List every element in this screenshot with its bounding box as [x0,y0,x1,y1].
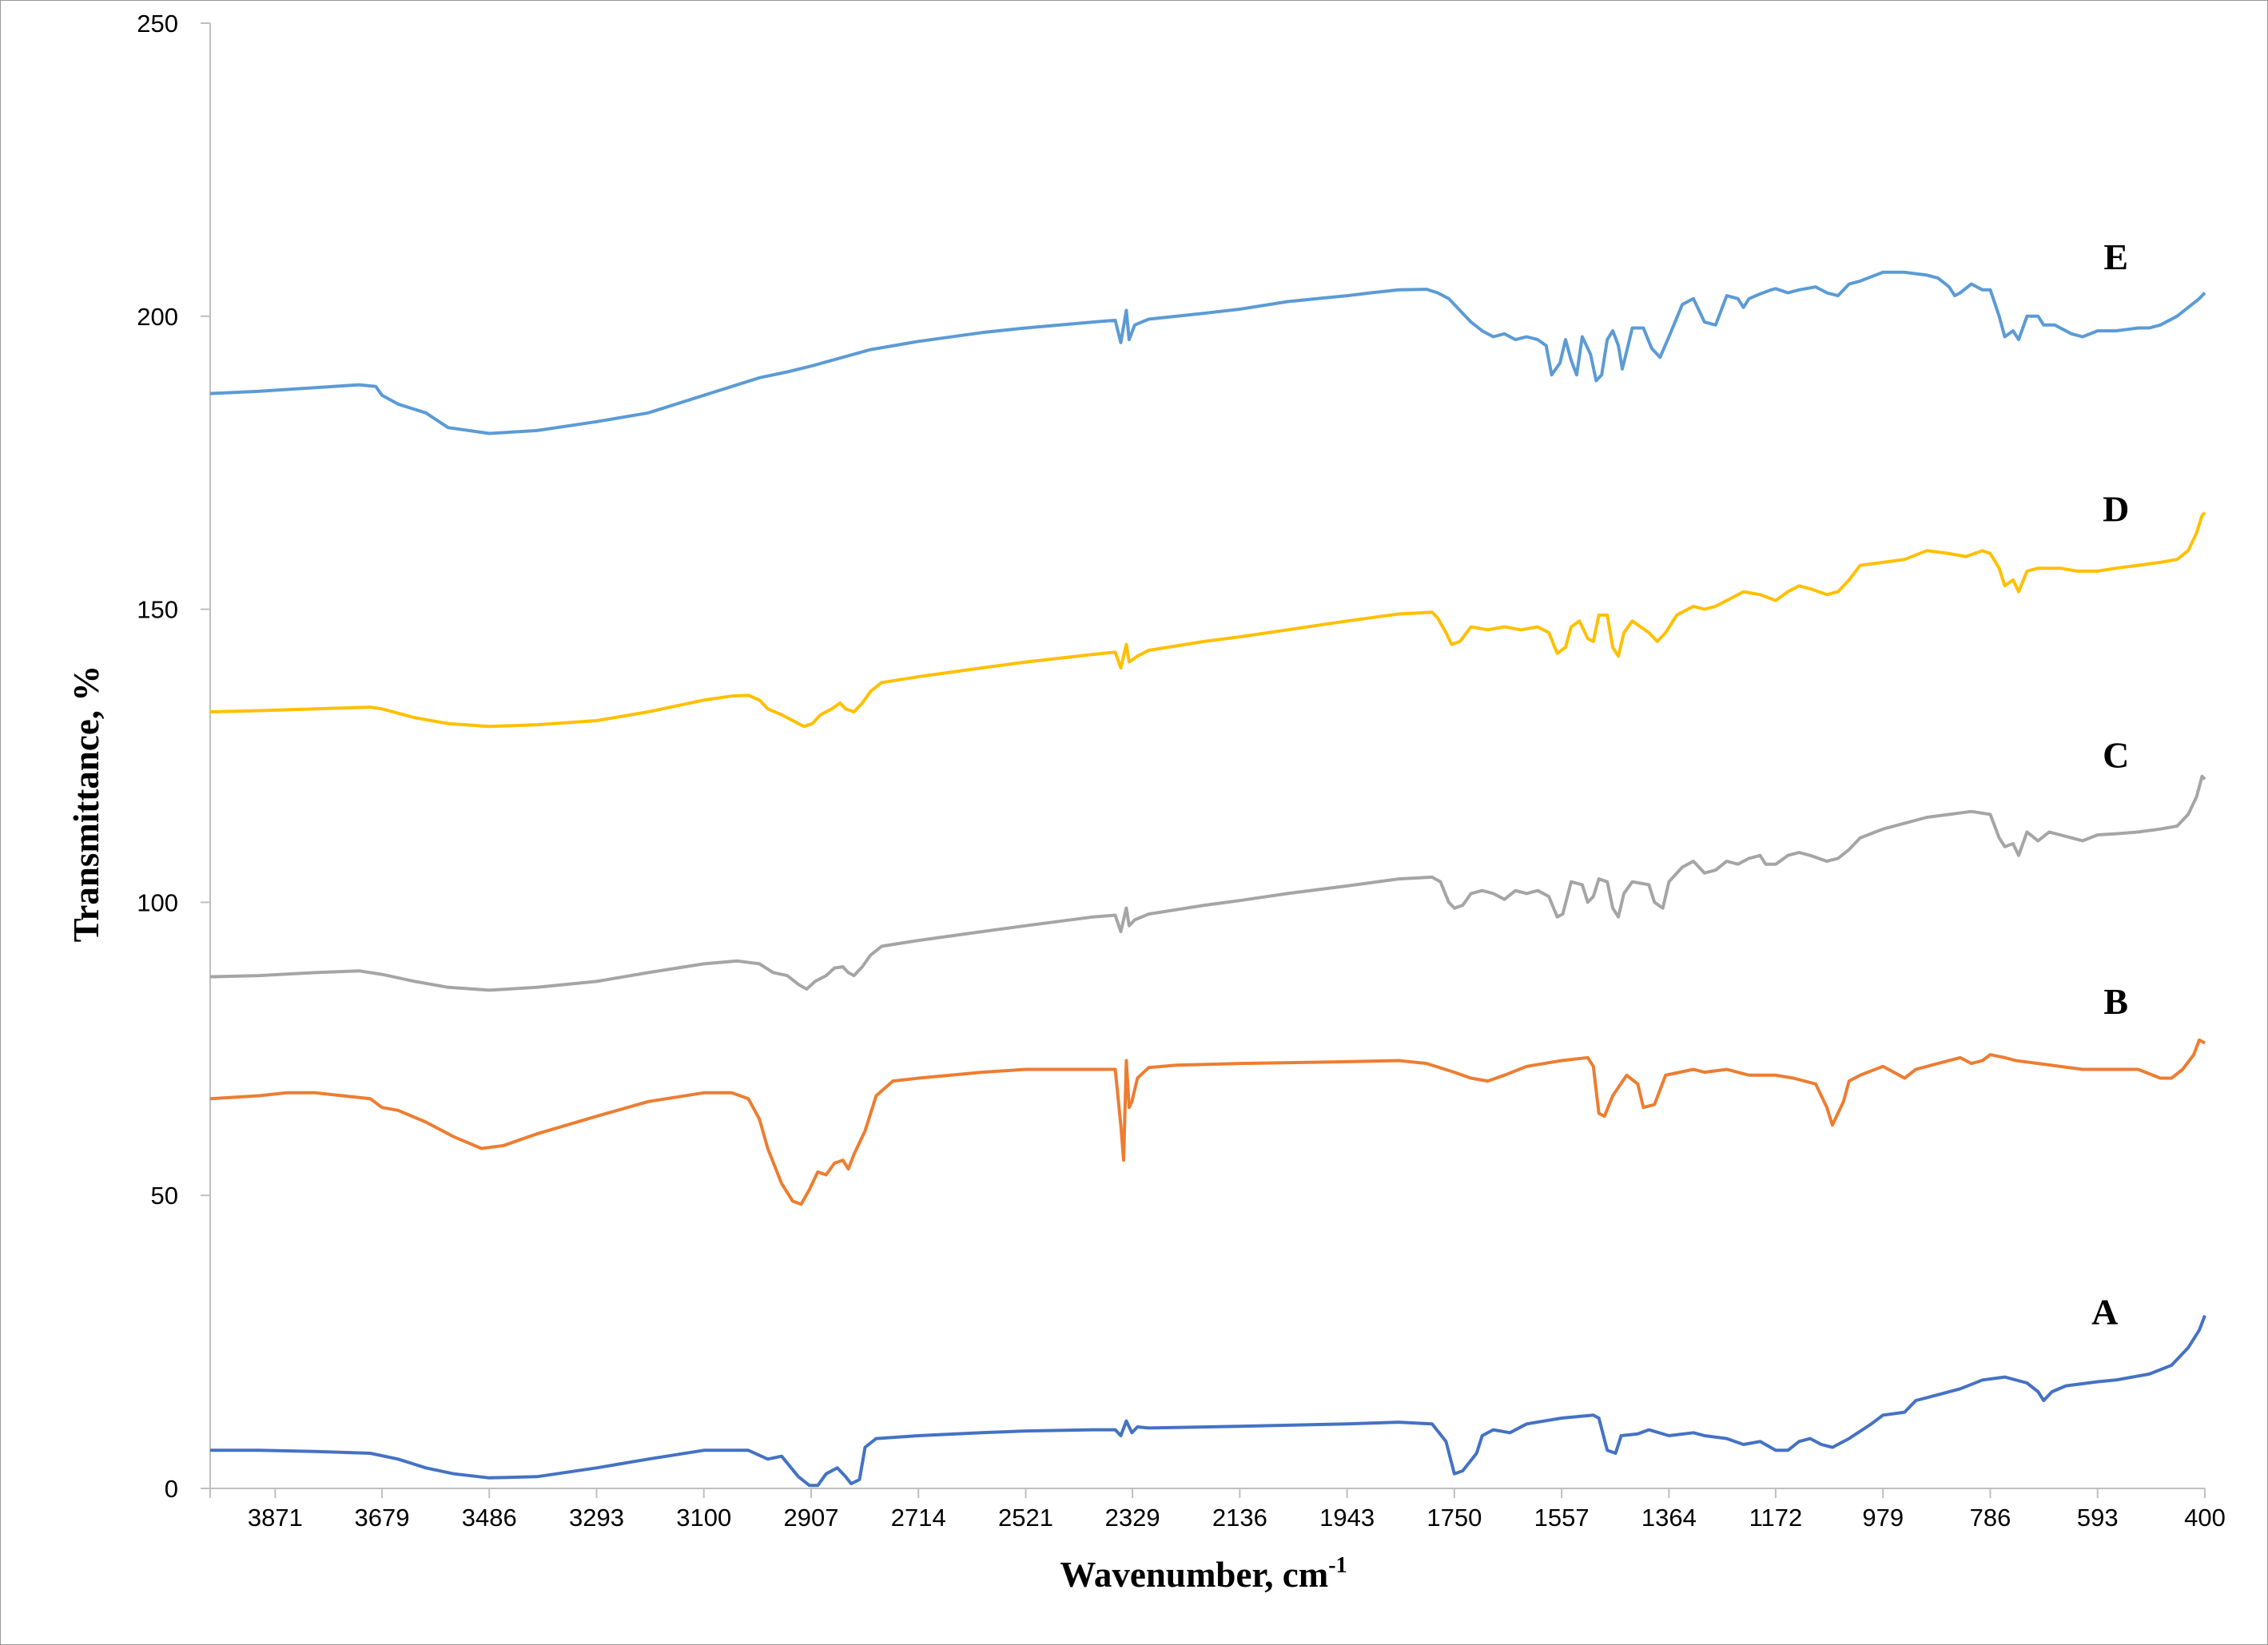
x-tick-label: 3679 [354,1504,409,1532]
series-a-line [210,1314,2206,1488]
x-tick-label: 1364 [1641,1504,1697,1532]
x-tick-label: 2714 [891,1504,946,1532]
series-d-line [209,511,2206,729]
y-tick-label: 100 [137,888,178,916]
series-c-line [209,774,2206,992]
x-tick-label: 593 [2077,1504,2119,1532]
y-axis-title: Transmittance, % [66,666,106,943]
series-d-label: D [2103,489,2129,530]
x-tick-label: 3293 [569,1504,624,1532]
series-b-label: B [2103,981,2128,1022]
x-tick-label: 1172 [1749,1504,1803,1532]
x-tick-label: 3486 [462,1504,517,1532]
x-tick-label: 3100 [676,1504,731,1532]
x-tick-label: 400 [2184,1504,2226,1532]
series-e-line [209,270,2206,435]
series-layer [209,270,2206,1488]
x-tick-label: 1557 [1534,1504,1590,1532]
labels-layer: A B C D E [2091,236,2129,1332]
x-tick-label: 2907 [784,1504,839,1532]
series-b-line [209,1038,2206,1206]
x-tick-label: 979 [1862,1504,1904,1532]
x-tick-label: 786 [1970,1504,2011,1532]
series-c-label: C [2103,735,2129,776]
y-tick-label: 200 [137,303,178,331]
x-tick-label: 1943 [1319,1504,1375,1532]
axes-layer: 0 50 100 150 200 250 3871 3679 3486 3293 3100 2907 2… [137,10,2226,1532]
x-tick-label: 2521 [998,1504,1053,1532]
y-tick-label: 150 [137,596,178,624]
y-tick-label: 0 [165,1475,178,1503]
x-tick-label: 2329 [1105,1504,1160,1532]
series-a-label: A [2091,1292,2118,1333]
x-tick-label: 2136 [1212,1504,1267,1532]
y-tick-label: 250 [137,10,178,38]
x-tick-label: 1750 [1426,1504,1482,1532]
series-e-label: E [2103,236,2128,277]
x-axis-title: Wavenumber, cm-1 [1060,1553,1347,1595]
x-tick-label: 3871 [248,1504,303,1532]
y-tick-label: 50 [151,1182,178,1210]
